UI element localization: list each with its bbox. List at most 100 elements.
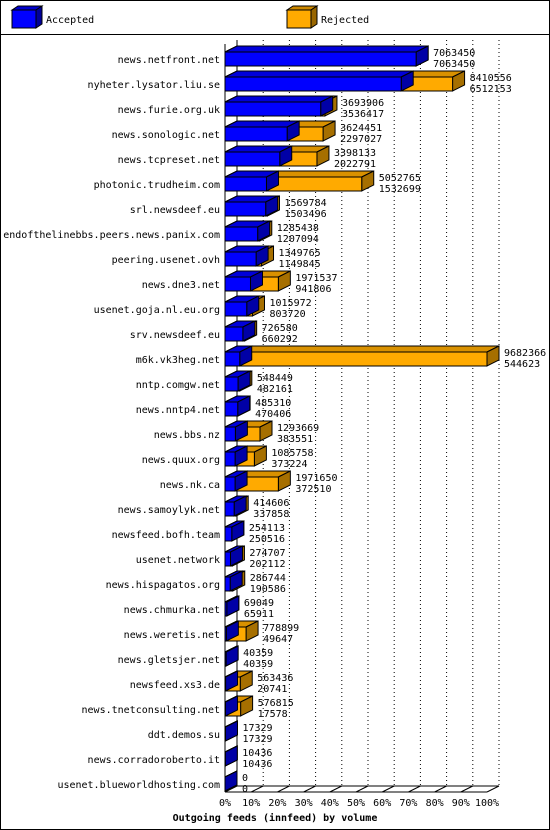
value-label: 383551 [277, 434, 313, 445]
y-tick-label: endofthelinebbs.peers.news.panix.com [3, 230, 220, 241]
y-tick-label: news.quux.org [142, 455, 220, 466]
value-label: 414606 [253, 498, 289, 509]
bar-accepted [224, 251, 257, 267]
bar-accepted [224, 226, 259, 242]
bar-accepted [224, 576, 231, 592]
y-tick-label: usenet.network [136, 555, 220, 566]
bar-accepted [224, 426, 236, 442]
y-tick-label: news.furie.org.uk [118, 105, 220, 116]
y-tick-label: srl.newsdeef.eu [130, 205, 220, 216]
bar-accepted [224, 301, 248, 317]
y-tick-label: news.chmurka.net [124, 605, 220, 616]
legend-swatch [11, 9, 37, 29]
bar-accepted [224, 376, 239, 392]
bar-accepted [224, 551, 231, 567]
bar-accepted [224, 51, 417, 67]
y-tick-label: news.dne3.net [142, 280, 220, 291]
x-tick-label: 90% [452, 798, 470, 809]
tick-mark [434, 785, 447, 793]
value-label: 726580 [262, 323, 298, 334]
value-label: 5052765 [379, 173, 421, 184]
y-tick-label: news.sonologic.net [112, 130, 220, 141]
value-label: 1149845 [279, 259, 321, 270]
value-label: 65911 [244, 609, 274, 620]
bar-accepted [224, 651, 227, 667]
tick-mark [381, 785, 395, 793]
bar-accepted [224, 626, 227, 642]
bar-total [224, 351, 488, 367]
tick-mark [303, 785, 316, 793]
value-label: 1085758 [271, 448, 313, 459]
tick-mark [486, 785, 500, 793]
value-label: 3398133 [334, 148, 376, 159]
value-label: 1971537 [295, 273, 337, 284]
bar-accepted [224, 201, 267, 217]
value-label: 9682366 [504, 348, 546, 359]
value-label: 49647 [263, 634, 293, 645]
value-label: 1971650 [295, 473, 337, 484]
value-label: 254113 [249, 523, 285, 534]
bar-accepted [224, 276, 251, 292]
y-tick-label: newsfeed.bofh.team [112, 530, 220, 541]
y-tick-label: news.samoylyk.net [118, 505, 220, 516]
tick-mark [460, 785, 474, 793]
y-tick-label: peering.usenet.ovh [112, 255, 220, 266]
x-tick-label: 60% [373, 798, 391, 809]
value-label: 10436 [242, 759, 272, 770]
value-label: 482161 [257, 384, 293, 395]
value-label: 941806 [295, 284, 331, 295]
bar-accepted [224, 126, 288, 142]
tick-mark [224, 785, 238, 793]
value-label: 1503496 [284, 209, 326, 220]
x-tick-label: 80% [426, 798, 444, 809]
y-tick-label: news.corradoroberto.it [88, 755, 220, 766]
value-label: 0 [242, 773, 248, 784]
value-label: 202112 [249, 559, 285, 570]
value-label: 1015972 [269, 298, 311, 309]
bar-accepted-top [224, 95, 333, 103]
bar-total-top [224, 345, 500, 353]
value-label: 17329 [242, 734, 272, 745]
tick-mark [250, 785, 264, 793]
bar-accepted [224, 151, 281, 167]
y-tick-label: news.bbs.nz [154, 430, 220, 441]
value-label: 10436 [242, 748, 272, 759]
value-label: 286744 [250, 573, 286, 584]
legend-swatch-side [310, 5, 318, 29]
y-tick-label: news.tcpreset.net [118, 155, 220, 166]
value-label: 1207094 [277, 234, 319, 245]
value-label: 20741 [257, 684, 287, 695]
bar-accepted [224, 676, 227, 692]
value-label: 2297027 [340, 134, 382, 145]
value-label: 8410556 [470, 73, 512, 84]
value-label: 1285438 [277, 223, 319, 234]
value-label: 6512153 [470, 84, 512, 95]
value-label: 485310 [255, 398, 291, 409]
value-label: 778899 [263, 623, 299, 634]
value-label: 660292 [262, 334, 298, 345]
bar-accepted [224, 601, 228, 617]
value-label: 337858 [253, 509, 289, 520]
value-label: 40359 [243, 648, 273, 659]
value-label: 803720 [269, 309, 305, 320]
y-tick-label: news.nntp4.net [136, 405, 220, 416]
bar-accepted [224, 476, 236, 492]
bar-accepted [224, 451, 236, 467]
y-tick-label: ddt.demos.su [148, 730, 220, 741]
value-label: 563436 [257, 673, 293, 684]
bar-accepted [224, 526, 233, 542]
y-tick-label: news.tnetconsulting.net [82, 705, 220, 716]
value-label: 3624451 [340, 123, 382, 134]
bar-accepted-side [224, 770, 238, 792]
y-tick-label: usenet.blueworldhosting.com [57, 780, 220, 791]
value-label: 3536417 [342, 109, 384, 120]
legend-swatch [286, 9, 312, 29]
x-tick-label: 30% [295, 798, 313, 809]
value-label: 1532699 [379, 184, 421, 195]
bar-accepted [224, 401, 239, 417]
legend-label: Rejected [321, 15, 369, 26]
value-label: 470406 [255, 409, 291, 420]
bar-accepted [224, 501, 235, 517]
